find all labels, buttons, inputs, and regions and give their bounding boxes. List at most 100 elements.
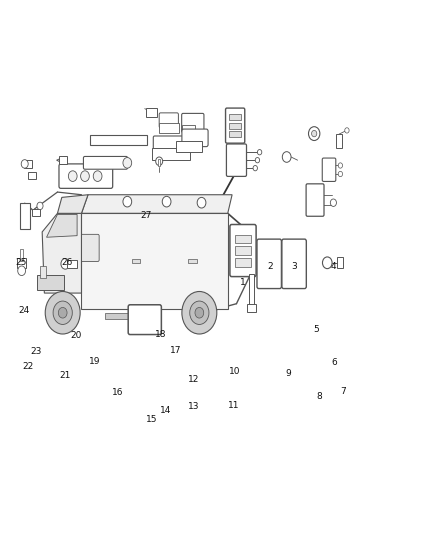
Circle shape — [18, 266, 25, 276]
Text: 5: 5 — [313, 325, 319, 334]
Circle shape — [155, 157, 162, 165]
Bar — [67, 260, 77, 268]
Bar — [176, 141, 202, 152]
Text: 20: 20 — [70, 331, 81, 340]
Bar — [24, 160, 32, 167]
Text: 4: 4 — [331, 262, 336, 271]
Text: 16: 16 — [112, 388, 124, 397]
Text: 10: 10 — [229, 367, 240, 376]
Bar — [230, 123, 241, 128]
Text: 9: 9 — [285, 369, 291, 378]
Bar — [59, 156, 67, 165]
FancyBboxPatch shape — [226, 144, 247, 176]
Bar — [337, 257, 343, 268]
Text: 12: 12 — [188, 375, 200, 384]
Text: 7: 7 — [341, 387, 346, 396]
Text: 18: 18 — [155, 329, 167, 338]
Circle shape — [58, 308, 67, 318]
Polygon shape — [81, 213, 228, 309]
Bar — [40, 266, 46, 278]
Text: 1: 1 — [240, 278, 246, 287]
Text: 26: 26 — [62, 258, 73, 266]
Circle shape — [162, 196, 171, 207]
Bar — [20, 249, 23, 261]
Bar — [152, 148, 190, 160]
Text: 21: 21 — [59, 371, 71, 380]
Bar — [146, 108, 157, 117]
Text: 15: 15 — [145, 415, 157, 424]
Bar — [188, 259, 197, 263]
Text: 23: 23 — [30, 347, 41, 356]
Circle shape — [311, 131, 317, 137]
Circle shape — [330, 199, 336, 206]
Bar — [230, 114, 241, 120]
Text: 22: 22 — [22, 362, 33, 371]
Bar — [158, 159, 160, 166]
Bar — [90, 135, 147, 145]
FancyBboxPatch shape — [230, 224, 256, 277]
Circle shape — [253, 165, 258, 171]
Polygon shape — [42, 213, 81, 293]
Circle shape — [345, 128, 349, 133]
FancyBboxPatch shape — [182, 114, 204, 133]
Bar — [249, 274, 254, 306]
Text: 3: 3 — [291, 262, 297, 271]
Bar — [230, 131, 241, 137]
Circle shape — [123, 158, 132, 168]
Circle shape — [81, 171, 89, 181]
Bar — [247, 304, 256, 312]
FancyBboxPatch shape — [83, 157, 127, 169]
Text: 6: 6 — [331, 358, 337, 367]
Circle shape — [195, 308, 204, 318]
Text: 27: 27 — [140, 212, 152, 221]
Circle shape — [338, 163, 343, 168]
FancyBboxPatch shape — [306, 184, 324, 216]
Text: 2: 2 — [267, 262, 273, 271]
Circle shape — [123, 196, 132, 207]
Circle shape — [182, 292, 217, 334]
Circle shape — [322, 257, 332, 269]
Text: 11: 11 — [228, 401, 239, 410]
Circle shape — [37, 202, 43, 209]
Text: 13: 13 — [188, 402, 199, 411]
Bar — [37, 275, 64, 290]
FancyBboxPatch shape — [282, 239, 306, 288]
Text: 19: 19 — [89, 357, 100, 366]
Circle shape — [258, 150, 262, 155]
Bar — [17, 258, 26, 268]
FancyBboxPatch shape — [128, 305, 161, 335]
Text: 17: 17 — [170, 346, 181, 355]
Bar — [106, 313, 158, 319]
Circle shape — [53, 301, 72, 325]
Text: 14: 14 — [159, 406, 171, 415]
Circle shape — [283, 152, 291, 163]
Polygon shape — [57, 195, 88, 213]
Bar — [159, 124, 179, 133]
Circle shape — [45, 292, 80, 334]
Text: 25: 25 — [15, 258, 26, 266]
Text: 24: 24 — [18, 305, 29, 314]
Circle shape — [255, 158, 260, 163]
Circle shape — [21, 160, 28, 168]
Bar — [235, 258, 251, 266]
Bar — [32, 208, 39, 216]
FancyBboxPatch shape — [153, 136, 189, 152]
FancyBboxPatch shape — [59, 164, 113, 188]
FancyBboxPatch shape — [73, 235, 99, 262]
FancyBboxPatch shape — [182, 129, 208, 147]
Bar — [28, 172, 36, 179]
Bar — [235, 235, 251, 243]
FancyBboxPatch shape — [159, 113, 178, 128]
Bar — [132, 259, 141, 263]
Text: 8: 8 — [317, 392, 322, 401]
Polygon shape — [46, 214, 77, 237]
Bar — [182, 125, 195, 133]
Circle shape — [338, 171, 343, 176]
FancyBboxPatch shape — [322, 158, 336, 181]
Circle shape — [190, 301, 209, 325]
Circle shape — [197, 197, 206, 208]
Circle shape — [93, 171, 102, 181]
Circle shape — [61, 259, 70, 269]
Circle shape — [308, 127, 320, 141]
Circle shape — [68, 171, 77, 181]
